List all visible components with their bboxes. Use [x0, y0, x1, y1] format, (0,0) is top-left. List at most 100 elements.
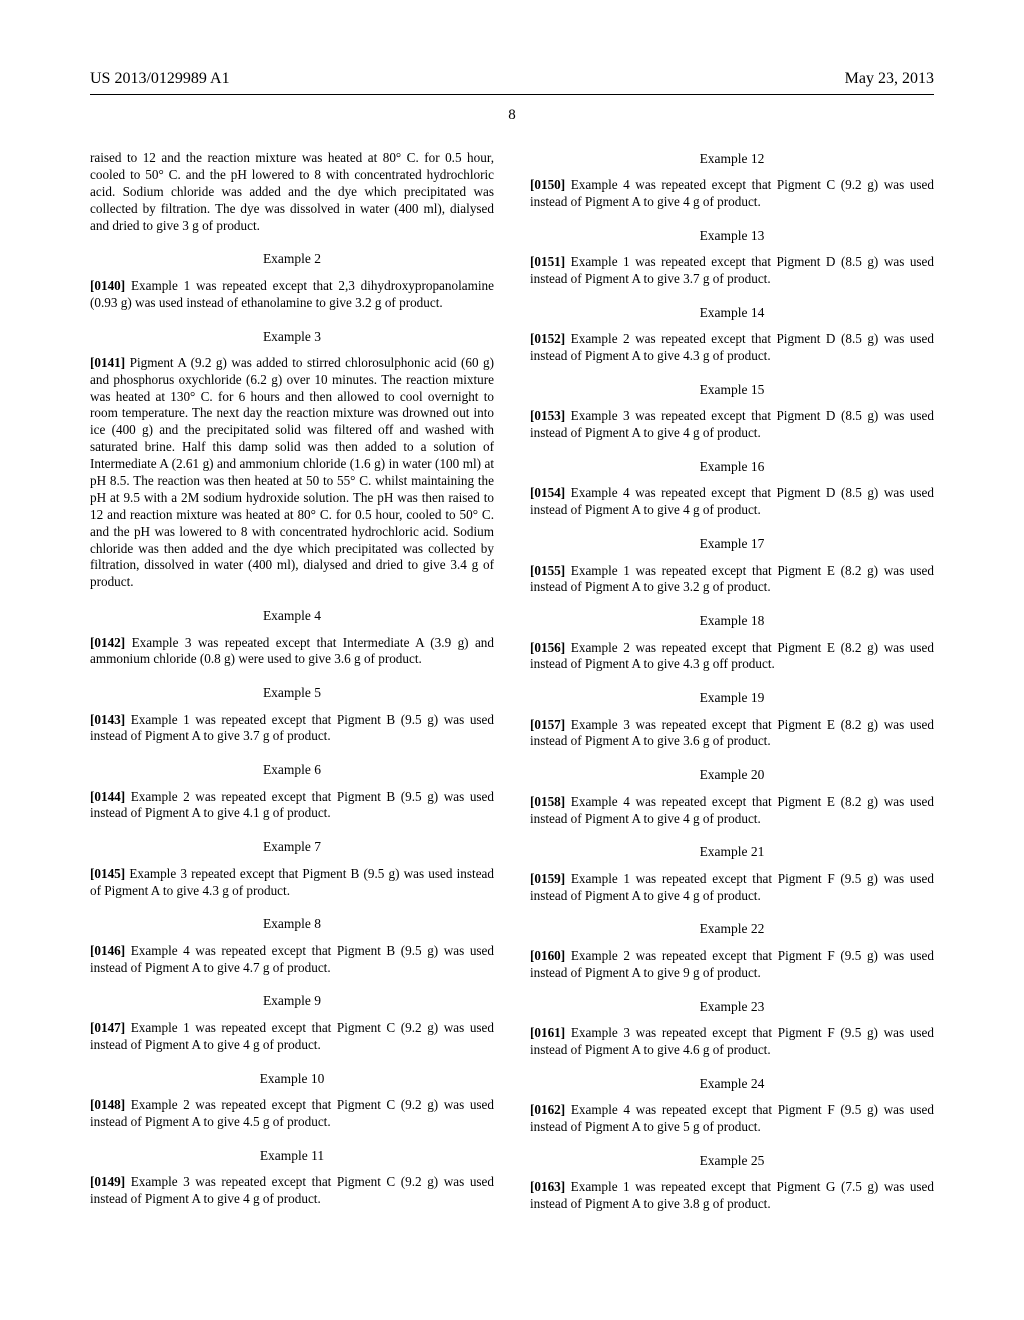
paragraph-text: Example 1 was repeated except that Pigme…: [530, 563, 934, 595]
example-paragraph: [0157] Example 3 was repeated except tha…: [530, 717, 934, 751]
example-paragraph: [0146] Example 4 was repeated except tha…: [90, 943, 494, 977]
example-paragraph: [0149] Example 3 was repeated except tha…: [90, 1174, 494, 1208]
example-block: Example 7 [0145] Example 3 repeated exce…: [90, 838, 494, 899]
example-block: Example 11 [0149] Example 3 was repeated…: [90, 1147, 494, 1208]
paragraph-text: Example 3 was repeated except that Pigme…: [530, 717, 934, 749]
example-block: Example 3 [0141] Pigment A (9.2 g) was a…: [90, 328, 494, 592]
example-title: Example 3: [90, 328, 494, 345]
example-block: Example 20 [0158] Example 4 was repeated…: [530, 766, 934, 827]
example-paragraph: [0143] Example 1 was repeated except tha…: [90, 712, 494, 746]
paragraph-number: [0160]: [530, 948, 565, 963]
example-title: Example 21: [530, 843, 934, 860]
example-block: Example 9 [0147] Example 1 was repeated …: [90, 992, 494, 1053]
example-block: Example 24 [0162] Example 4 was repeated…: [530, 1075, 934, 1136]
paragraph-number: [0148]: [90, 1097, 125, 1112]
example-title: Example 24: [530, 1075, 934, 1092]
example-title: Example 25: [530, 1152, 934, 1169]
paragraph-number: [0149]: [90, 1174, 125, 1189]
paragraph-text: Example 4 was repeated except that Pigme…: [530, 1102, 934, 1134]
example-block: Example 15 [0153] Example 3 was repeated…: [530, 381, 934, 442]
paragraph-text: Example 1 was repeated except that Pigme…: [530, 871, 934, 903]
example-title: Example 15: [530, 381, 934, 398]
paragraph-number: [0146]: [90, 943, 125, 958]
body-columns: raised to 12 and the reaction mixture wa…: [90, 150, 934, 1221]
example-block: Example 25 [0163] Example 1 was repeated…: [530, 1152, 934, 1213]
example-title: Example 19: [530, 689, 934, 706]
example-block: Example 10 [0148] Example 2 was repeated…: [90, 1070, 494, 1131]
example-paragraph: [0148] Example 2 was repeated except tha…: [90, 1097, 494, 1131]
example-block: Example 6 [0144] Example 2 was repeated …: [90, 761, 494, 822]
example-title: Example 17: [530, 535, 934, 552]
example-title: Example 23: [530, 998, 934, 1015]
example-title: Example 12: [530, 150, 934, 167]
paragraph-number: [0150]: [530, 177, 565, 192]
paragraph-text: Example 3 was repeated except that Pigme…: [90, 1174, 494, 1206]
example-paragraph: [0141] Pigment A (9.2 g) was added to st…: [90, 355, 494, 591]
example-paragraph: [0145] Example 3 repeated except that Pi…: [90, 866, 494, 900]
example-title: Example 11: [90, 1147, 494, 1164]
example-paragraph: [0153] Example 3 was repeated except tha…: [530, 408, 934, 442]
example-block: Example 2 [0140] Example 1 was repeated …: [90, 250, 494, 311]
paragraph-number: [0159]: [530, 871, 565, 886]
paragraph-number: [0152]: [530, 331, 565, 346]
paragraph-number: [0143]: [90, 712, 125, 727]
paragraph-number: [0142]: [90, 635, 125, 650]
paragraph-text: Example 2 was repeated except that Pigme…: [530, 948, 934, 980]
paragraph-number: [0145]: [90, 866, 125, 881]
example-paragraph: [0155] Example 1 was repeated except tha…: [530, 563, 934, 597]
example-paragraph: [0159] Example 1 was repeated except tha…: [530, 871, 934, 905]
example-paragraph: [0140] Example 1 was repeated except tha…: [90, 278, 494, 312]
example-block: Example 22 [0160] Example 2 was repeated…: [530, 920, 934, 981]
paragraph-text: Example 4 was repeated except that Pigme…: [90, 943, 494, 975]
paragraph-text: Example 1 was repeated except that Pigme…: [530, 254, 934, 286]
paragraph-text: Example 1 was repeated except that Pigme…: [90, 1020, 494, 1052]
example-block: Example 5 [0143] Example 1 was repeated …: [90, 684, 494, 745]
example-title: Example 8: [90, 915, 494, 932]
example-block: Example 18 [0156] Example 2 was repeated…: [530, 612, 934, 673]
example-paragraph: [0147] Example 1 was repeated except tha…: [90, 1020, 494, 1054]
example-paragraph: [0150] Example 4 was repeated except tha…: [530, 177, 934, 211]
paragraph-text: Example 3 repeated except that Pigment B…: [90, 866, 494, 898]
paragraph-text: Example 1 was repeated except that Pigme…: [90, 712, 494, 744]
example-title: Example 4: [90, 607, 494, 624]
header-row: US 2013/0129989 A1 May 23, 2013: [90, 70, 934, 88]
example-block: Example 23 [0161] Example 3 was repeated…: [530, 998, 934, 1059]
paragraph-number: [0157]: [530, 717, 565, 732]
paragraph-text: Example 2 was repeated except that Pigme…: [90, 1097, 494, 1129]
example-title: Example 16: [530, 458, 934, 475]
paragraph-number: [0141]: [90, 355, 125, 370]
example-block: Example 17 [0155] Example 1 was repeated…: [530, 535, 934, 596]
paragraph-text: Example 4 was repeated except that Pigme…: [530, 485, 934, 517]
example-block: Example 21 [0159] Example 1 was repeated…: [530, 843, 934, 904]
example-paragraph: [0163] Example 1 was repeated except tha…: [530, 1179, 934, 1213]
example-paragraph: [0142] Example 3 was repeated except tha…: [90, 635, 494, 669]
example-title: Example 2: [90, 250, 494, 267]
example-paragraph: [0151] Example 1 was repeated except tha…: [530, 254, 934, 288]
paragraph-number: [0147]: [90, 1020, 125, 1035]
example-title: Example 10: [90, 1070, 494, 1087]
example-block: Example 12 [0150] Example 4 was repeated…: [530, 150, 934, 211]
paragraph-number: [0163]: [530, 1179, 565, 1194]
paragraph-text: Example 3 was repeated except that Inter…: [90, 635, 494, 667]
example-paragraph: [0162] Example 4 was repeated except tha…: [530, 1102, 934, 1136]
publication-number: US 2013/0129989 A1: [90, 70, 230, 88]
paragraph-number: [0153]: [530, 408, 565, 423]
example-title: Example 14: [530, 304, 934, 321]
example-title: Example 20: [530, 766, 934, 783]
paragraph-text: Example 4 was repeated except that Pigme…: [530, 794, 934, 826]
paragraph-number: [0162]: [530, 1102, 565, 1117]
paragraph-text: Example 4 was repeated except that Pigme…: [530, 177, 934, 209]
example-title: Example 18: [530, 612, 934, 629]
example-title: Example 9: [90, 992, 494, 1009]
example-block: Example 8 [0146] Example 4 was repeated …: [90, 915, 494, 976]
publication-date: May 23, 2013: [845, 70, 934, 88]
example-title: Example 22: [530, 920, 934, 937]
example-paragraph: [0161] Example 3 was repeated except tha…: [530, 1025, 934, 1059]
paragraph-number: [0161]: [530, 1025, 565, 1040]
paragraph-number: [0144]: [90, 789, 125, 804]
paragraph-text: Example 1 was repeated except that Pigme…: [530, 1179, 934, 1211]
example-title: Example 7: [90, 838, 494, 855]
paragraph-text: Example 2 was repeated except that Pigme…: [90, 789, 494, 821]
example-paragraph: [0156] Example 2 was repeated except tha…: [530, 640, 934, 674]
page-container: US 2013/0129989 A1 May 23, 2013 8 raised…: [0, 0, 1024, 1320]
